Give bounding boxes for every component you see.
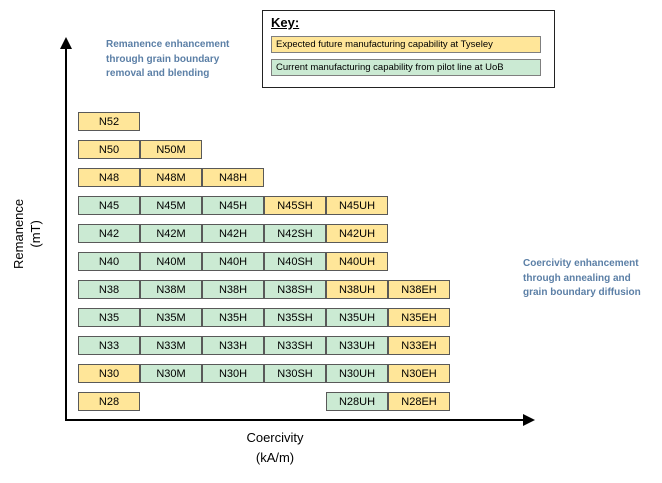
x-axis-arrow-icon xyxy=(523,414,535,426)
grade-cell-n45m: N45M xyxy=(140,196,202,215)
grade-cell-n48m: N48M xyxy=(140,168,202,187)
y-axis-line xyxy=(65,48,67,421)
grade-cell-n40m: N40M xyxy=(140,252,202,271)
legend-item-future: Expected future manufacturing capability… xyxy=(271,36,541,53)
grade-cell-n38: N38 xyxy=(78,280,140,299)
remanence-annotation: Remanence enhancement through grain boun… xyxy=(106,39,230,79)
grade-cell-n48: N48 xyxy=(78,168,140,187)
grade-cell-n42uh: N42UH xyxy=(326,224,388,243)
key-title: Key: xyxy=(271,15,300,30)
grade-cell-n38m: N38M xyxy=(140,280,202,299)
grade-cell-n33eh: N33EH xyxy=(388,336,450,355)
grade-cell-n35: N35 xyxy=(78,308,140,327)
grade-cell-n33m: N33M xyxy=(140,336,202,355)
grade-cell-n30eh: N30EH xyxy=(388,364,450,383)
grade-cell-n35m: N35M xyxy=(140,308,202,327)
legend-item-current: Current manufacturing capability from pi… xyxy=(271,59,541,76)
grade-cell-n33: N33 xyxy=(78,336,140,355)
x-axis-label: Coercivity (kA/m) xyxy=(205,428,345,467)
grade-cell-n28: N28 xyxy=(78,392,140,411)
grade-cell-n50m: N50M xyxy=(140,140,202,159)
grade-cell-n40h: N40H xyxy=(202,252,264,271)
x-axis-line xyxy=(65,419,525,421)
grade-cell-n28uh: N28UH xyxy=(326,392,388,411)
grade-cell-n30uh: N30UH xyxy=(326,364,388,383)
grade-cell-n30m: N30M xyxy=(140,364,202,383)
grade-cell-n52: N52 xyxy=(78,112,140,131)
y-axis-arrow-icon xyxy=(60,37,72,49)
grade-cell-n35sh: N35SH xyxy=(264,308,326,327)
grade-cell-n42h: N42H xyxy=(202,224,264,243)
grade-cell-n45: N45 xyxy=(78,196,140,215)
grade-cell-n42m: N42M xyxy=(140,224,202,243)
grade-cell-n28eh: N28EH xyxy=(388,392,450,411)
key-legend: Key: Expected future manufacturing capab… xyxy=(262,10,555,88)
grade-cell-n30sh: N30SH xyxy=(264,364,326,383)
grade-cell-n35h: N35H xyxy=(202,308,264,327)
grade-cell-n48h: N48H xyxy=(202,168,264,187)
grade-cell-n45uh: N45UH xyxy=(326,196,388,215)
grade-cell-n40sh: N40SH xyxy=(264,252,326,271)
grade-cell-n42sh: N42SH xyxy=(264,224,326,243)
grade-cell-n33sh: N33SH xyxy=(264,336,326,355)
grade-cell-n38eh: N38EH xyxy=(388,280,450,299)
coercivity-annotation: Coercivity enhancement through annealing… xyxy=(523,258,641,298)
grade-cell-n45h: N45H xyxy=(202,196,264,215)
y-axis-unit: (mT) xyxy=(28,220,43,248)
grade-cell-n50: N50 xyxy=(78,140,140,159)
grade-cell-n42: N42 xyxy=(78,224,140,243)
grade-cell-n38uh: N38UH xyxy=(326,280,388,299)
grade-cell-n33uh: N33UH xyxy=(326,336,388,355)
y-axis-label: Remanence (mT) xyxy=(11,174,45,294)
x-axis-title: Coercivity xyxy=(246,430,304,445)
grade-cell-n35eh: N35EH xyxy=(388,308,450,327)
grade-cell-n38h: N38H xyxy=(202,280,264,299)
grade-cell-n38sh: N38SH xyxy=(264,280,326,299)
grade-cell-n40: N40 xyxy=(78,252,140,271)
grade-cell-n30: N30 xyxy=(78,364,140,383)
grade-cell-n30h: N30H xyxy=(202,364,264,383)
grade-cell-n40uh: N40UH xyxy=(326,252,388,271)
grade-cell-n45sh: N45SH xyxy=(264,196,326,215)
y-axis-title: Remanence xyxy=(11,198,27,269)
grade-cell-n33h: N33H xyxy=(202,336,264,355)
grade-cell-n35uh: N35UH xyxy=(326,308,388,327)
x-axis-unit: (kA/m) xyxy=(255,449,295,465)
